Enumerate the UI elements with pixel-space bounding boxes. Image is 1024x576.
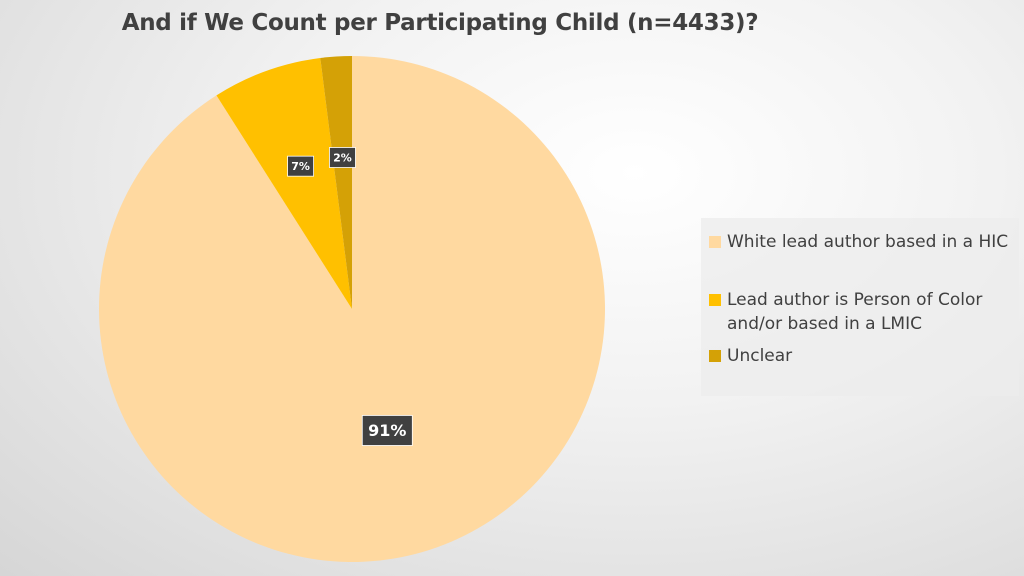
chart-title: And if We Count per Participating Child … xyxy=(121,10,759,36)
legend-swatch xyxy=(709,236,721,248)
legend-item-poc-lmic: Lead author is Person of Color and/or ba… xyxy=(709,288,1017,336)
data-label: 91% xyxy=(361,415,413,446)
legend-label: Unclear xyxy=(727,346,793,366)
data-label-text: 2% xyxy=(333,151,352,164)
pie-slice xyxy=(216,57,352,309)
legend-label: White lead author based in a HIC xyxy=(727,232,1009,252)
chart-legend: White lead author based in a HIC Lead au… xyxy=(701,218,1019,396)
legend-swatch xyxy=(709,294,721,306)
legend-label: Lead author is Person of Color and/or ba… xyxy=(727,290,983,334)
data-label-text: 91% xyxy=(368,421,406,440)
legend-item-unclear: Unclear xyxy=(709,344,1017,368)
data-label: 2% xyxy=(329,147,356,168)
data-label: 7% xyxy=(287,155,314,177)
data-label-text: 7% xyxy=(291,160,310,173)
pie-slice xyxy=(320,56,352,309)
legend-swatch xyxy=(709,350,721,362)
legend-item-white-hic: White lead author based in a HIC xyxy=(709,230,1017,254)
